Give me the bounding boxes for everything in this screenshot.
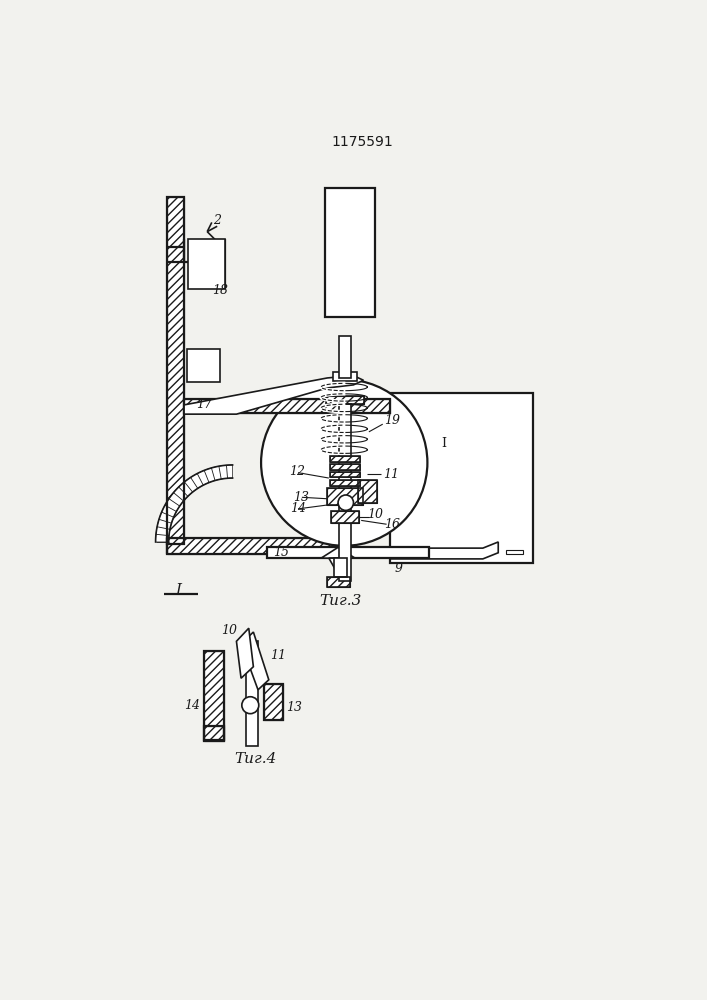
Bar xyxy=(327,577,351,587)
Text: 14: 14 xyxy=(184,699,200,712)
Bar xyxy=(167,197,184,544)
Bar xyxy=(330,464,360,470)
Bar xyxy=(330,472,360,477)
Polygon shape xyxy=(241,632,269,690)
Polygon shape xyxy=(236,628,253,678)
Text: 17: 17 xyxy=(197,398,212,411)
Text: 12: 12 xyxy=(288,465,305,478)
Polygon shape xyxy=(184,376,363,414)
Bar xyxy=(390,393,533,563)
Bar xyxy=(204,726,224,740)
Text: 2: 2 xyxy=(214,214,221,227)
Text: Τиг.3: Τиг.3 xyxy=(319,594,361,608)
Text: 11: 11 xyxy=(270,649,286,662)
Bar xyxy=(246,641,258,746)
Bar xyxy=(167,538,337,554)
Bar xyxy=(339,404,351,581)
Bar xyxy=(184,399,390,413)
Text: 10: 10 xyxy=(221,624,237,637)
Bar xyxy=(327,488,363,505)
Text: 13: 13 xyxy=(293,491,309,504)
Text: I: I xyxy=(175,583,181,597)
Bar xyxy=(264,684,283,720)
Bar xyxy=(267,547,429,558)
Bar xyxy=(330,464,360,470)
Text: 15: 15 xyxy=(274,546,289,559)
Bar xyxy=(331,511,359,523)
Bar xyxy=(330,472,360,477)
Bar xyxy=(330,480,360,486)
Bar xyxy=(330,456,360,462)
Text: 19: 19 xyxy=(385,414,400,427)
Circle shape xyxy=(261,379,428,546)
Polygon shape xyxy=(390,542,498,559)
Bar xyxy=(167,197,184,544)
Bar xyxy=(325,188,375,317)
Bar xyxy=(187,349,219,382)
Text: Τиг.4: Τиг.4 xyxy=(235,752,277,766)
Text: 10: 10 xyxy=(368,508,383,521)
Bar xyxy=(204,726,224,740)
Circle shape xyxy=(242,697,259,714)
Bar xyxy=(264,684,283,720)
Bar xyxy=(330,456,360,462)
Text: 1175591: 1175591 xyxy=(331,135,393,149)
Polygon shape xyxy=(321,547,355,558)
Bar xyxy=(326,396,364,404)
Text: 13: 13 xyxy=(286,701,302,714)
Text: 11: 11 xyxy=(382,468,399,481)
Bar xyxy=(326,396,364,404)
Bar xyxy=(334,372,356,381)
Bar xyxy=(330,480,360,486)
Bar xyxy=(339,336,351,378)
Bar xyxy=(204,651,224,741)
Bar xyxy=(358,480,377,503)
Bar xyxy=(184,399,390,413)
Text: 18: 18 xyxy=(212,284,228,297)
Text: 16: 16 xyxy=(385,518,400,531)
Text: 14: 14 xyxy=(291,502,306,515)
Bar xyxy=(327,577,351,587)
Bar xyxy=(204,651,224,741)
Text: 9: 9 xyxy=(395,562,402,575)
Text: I: I xyxy=(441,437,446,450)
Bar xyxy=(188,239,225,289)
Polygon shape xyxy=(329,558,347,574)
Bar xyxy=(331,511,359,523)
Circle shape xyxy=(338,495,354,510)
Polygon shape xyxy=(156,465,233,542)
Bar xyxy=(334,558,346,577)
Bar xyxy=(327,488,363,505)
Bar xyxy=(358,480,377,503)
Bar xyxy=(506,550,523,554)
Bar xyxy=(167,538,337,554)
